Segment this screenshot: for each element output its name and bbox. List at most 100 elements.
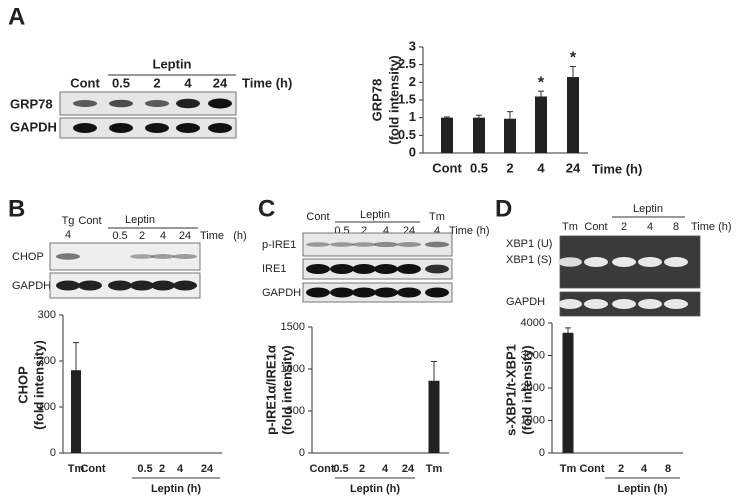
- time-label: Time (h): [449, 225, 490, 237]
- blot-band: [173, 280, 197, 291]
- y-tick-label: 2: [409, 74, 416, 89]
- y-tick-label: 2000: [521, 382, 545, 394]
- lane-label: Tm: [562, 221, 578, 233]
- row-label: GRP78: [10, 96, 53, 111]
- group-label: Leptin: [633, 203, 663, 215]
- row-label: GAPDH: [10, 119, 57, 134]
- y-tick-label: 0.5: [398, 127, 416, 142]
- x-tick-label: Tm: [68, 463, 85, 475]
- blot-band: [151, 280, 175, 291]
- y-tick-label: 4000: [521, 317, 545, 329]
- lane-label: Cont: [306, 211, 329, 223]
- lane-label: 8: [673, 221, 679, 233]
- x-tick-label: 24: [566, 160, 581, 175]
- y-axis-label: GRP78: [369, 79, 384, 122]
- y-tick-label: 2.5: [398, 56, 416, 71]
- blot-band: [425, 287, 449, 298]
- blot-band: [173, 254, 197, 259]
- annotation: *: [570, 50, 577, 67]
- y-tick-label: 0: [50, 447, 56, 459]
- group-label: Leptin: [125, 214, 155, 226]
- blot-band: [145, 123, 169, 133]
- y-tick-label: 0: [409, 144, 416, 159]
- bar: [567, 77, 579, 153]
- x-tick-label: 2: [506, 160, 513, 175]
- y-tick-label: 1: [409, 109, 416, 124]
- group-label: Leptin: [360, 209, 390, 221]
- panel-label: B: [8, 195, 25, 222]
- y-axis-label: (fold intensity): [519, 345, 534, 435]
- blot-band: [306, 287, 330, 298]
- lane-label: Cont: [584, 221, 607, 233]
- x-tick-label: 2: [618, 463, 624, 475]
- row-label: XBP1 (U): [506, 238, 552, 250]
- blot-band: [352, 264, 376, 274]
- blot-band: [612, 257, 636, 267]
- x-tick-label: Tm: [560, 463, 577, 475]
- y-tick-label: 3: [409, 38, 416, 53]
- blot-band: [176, 123, 200, 133]
- blot-band: [612, 299, 636, 309]
- y-tick-label: 500: [287, 405, 305, 417]
- x-axis-label: Time (h): [592, 161, 642, 176]
- lane-label: 4: [184, 75, 192, 90]
- blot-band: [306, 242, 330, 247]
- lane-label: 4: [160, 230, 166, 242]
- blot-band: [176, 98, 200, 109]
- x-tick-label: 4: [537, 160, 545, 175]
- annotation: *: [538, 74, 545, 91]
- blot-band: [73, 123, 97, 133]
- time-label: Time (h): [200, 230, 247, 242]
- y-tick-label: 1000: [281, 363, 305, 375]
- time-label: Time (h): [691, 221, 732, 233]
- x-tick-label: 0.5: [137, 463, 152, 475]
- row-label: GAPDH: [262, 287, 301, 299]
- lane-label: Tm: [429, 211, 445, 223]
- blot-band: [330, 242, 354, 247]
- blot-band: [109, 99, 133, 108]
- x-tick-label: 24: [402, 463, 415, 475]
- bar: [71, 370, 81, 453]
- panel-label: C: [258, 195, 275, 222]
- x-tick-label: Tm: [426, 463, 443, 475]
- blot-band: [584, 299, 608, 309]
- row-label: GAPDH: [12, 280, 51, 292]
- blot-band: [638, 299, 662, 309]
- x-tick-label: 4: [641, 463, 648, 475]
- blot-band: [130, 254, 154, 259]
- blot-band: [56, 280, 80, 291]
- y-tick-label: 100: [38, 401, 56, 413]
- blot-band: [584, 257, 608, 267]
- blot-band: [425, 241, 449, 248]
- row-label: CHOP: [12, 251, 44, 263]
- y-tick-label: 3000: [521, 349, 545, 361]
- lane-label: 2: [621, 221, 627, 233]
- blot-band: [638, 257, 662, 267]
- blot-band: [664, 299, 688, 309]
- row-label: p-IRE1: [262, 239, 296, 251]
- x-tick-label: Cont: [80, 463, 105, 475]
- blot-band: [130, 280, 154, 291]
- x-tick-label: 0.5: [470, 160, 488, 175]
- x-tick-label: 2: [159, 463, 165, 475]
- y-axis-label: CHOP: [15, 366, 30, 404]
- bar: [562, 332, 574, 453]
- lane-label: 24: [179, 230, 191, 242]
- y-axis-label: p-IRE1α/IRE1α: [263, 345, 278, 435]
- y-tick-label: 1500: [281, 321, 305, 333]
- blot-band: [374, 287, 398, 298]
- lane-label: 4: [383, 225, 389, 237]
- blot-band: [374, 241, 398, 248]
- lane-label: Cont: [70, 75, 100, 90]
- y-tick-label: 0: [539, 447, 545, 459]
- x-tick-label: 0.5: [333, 463, 348, 475]
- blot-band: [109, 123, 133, 133]
- lane-label: 2: [139, 230, 145, 242]
- blot-band: [397, 264, 421, 274]
- blot-band: [352, 287, 376, 298]
- blot-band: [374, 264, 398, 274]
- bar: [473, 117, 485, 153]
- lane-label: Cont: [78, 215, 101, 227]
- lane-label: 24: [213, 75, 228, 90]
